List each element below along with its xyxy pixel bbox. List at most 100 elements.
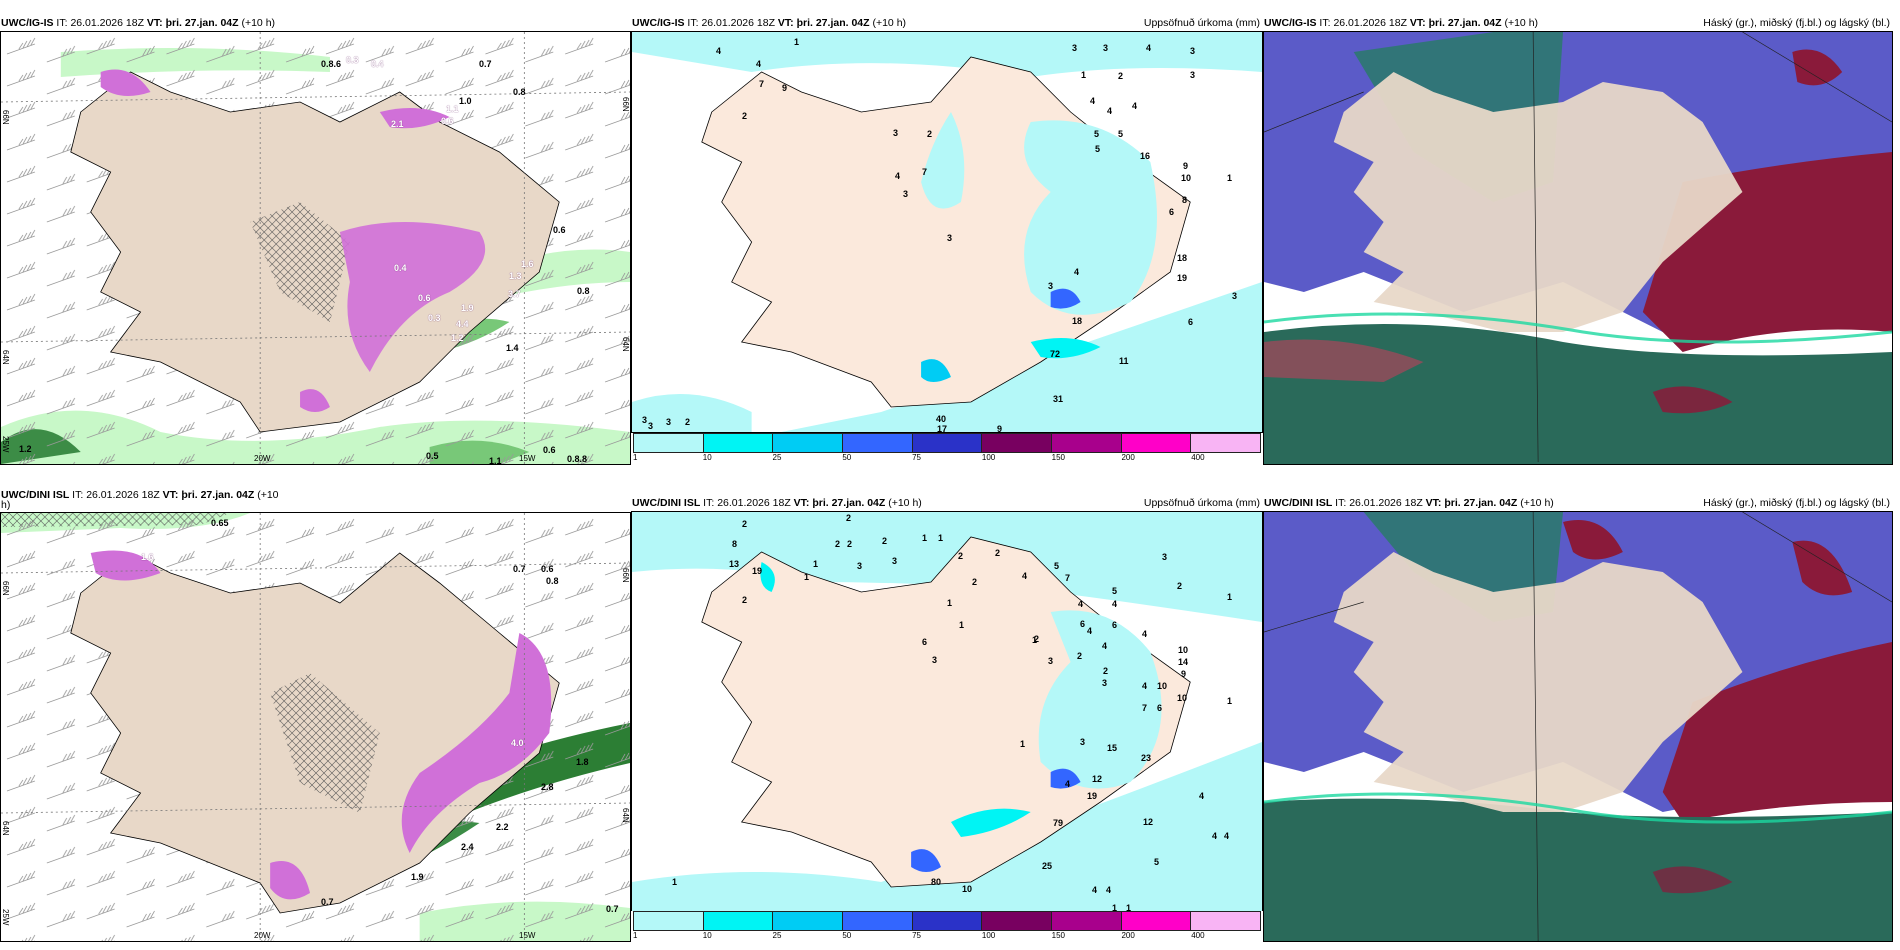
it-label: IT: bbox=[703, 497, 715, 509]
value-label: 0.8 bbox=[546, 576, 559, 586]
lat-label-64n-right: 64N bbox=[621, 808, 630, 823]
it-value: 26.01.2026 18Z bbox=[1333, 17, 1407, 29]
value-label: 5 bbox=[1112, 586, 1118, 596]
lat-label-64n-right: 64N bbox=[621, 337, 630, 352]
value-label: 2 bbox=[882, 536, 888, 546]
value-label: 3 bbox=[1190, 70, 1196, 80]
value-label: 10 bbox=[962, 884, 973, 894]
value-label: 1 bbox=[1112, 903, 1118, 913]
colorbar-bin bbox=[773, 434, 844, 452]
lon-label-15w: 15W bbox=[519, 931, 536, 940]
value-label: 4 bbox=[1087, 626, 1093, 636]
value-label: 2.4 bbox=[461, 842, 474, 852]
value-label: 4 bbox=[1106, 885, 1112, 895]
value-label: 2.2 bbox=[496, 822, 509, 832]
it-label: IT: bbox=[1335, 497, 1347, 509]
map-area[interactable] bbox=[1263, 511, 1893, 942]
colorbar-tick-label: 150 bbox=[1051, 931, 1066, 940]
value-label: 2 bbox=[685, 417, 691, 427]
value-label: 4 bbox=[1107, 106, 1113, 116]
value-label: 3 bbox=[1232, 291, 1238, 301]
value-label: 23 bbox=[1141, 753, 1152, 763]
value-label: 14 bbox=[1178, 657, 1189, 667]
iceland-land bbox=[1333, 72, 1743, 332]
lat-label-66n: 66N bbox=[1, 581, 10, 596]
value-label: 19 bbox=[1087, 791, 1098, 801]
vt-label: VT: bbox=[1425, 497, 1442, 509]
value-label: 80 bbox=[931, 877, 942, 887]
value-label: 3.7 bbox=[508, 289, 521, 299]
colorbar-tick-label: 25 bbox=[772, 931, 782, 940]
value-label: 19 bbox=[752, 566, 763, 576]
value-label: 40 bbox=[936, 414, 947, 424]
map-area[interactable]: 2 2 8 13 19 2 2 2 2 1 1 3 3 1 1 2 2 4 2 … bbox=[631, 511, 1263, 913]
value-label: 5 bbox=[1118, 129, 1124, 139]
value-label: 17 bbox=[937, 424, 948, 433]
value-label: 1 bbox=[959, 620, 965, 630]
value-label: 12 bbox=[1092, 774, 1103, 784]
value-label: 0.5 bbox=[426, 451, 439, 461]
value-label: 2.1 bbox=[391, 119, 404, 129]
value-label: 3 bbox=[892, 556, 898, 566]
value-label: 4 bbox=[1102, 641, 1108, 651]
map-area[interactable]: 0.8.6 0.3 0.4 0.7 1.0 0.6 1.1 0.8 0.6 2.… bbox=[0, 31, 631, 465]
value-label: 3 bbox=[1048, 281, 1054, 291]
panel-title-right: Háský (gr.), miðský (fj.bl.) og lágský (… bbox=[1703, 497, 1890, 509]
value-label: 2 bbox=[847, 539, 853, 549]
value-label: 0.3 bbox=[346, 55, 359, 65]
value-label: 3 bbox=[1080, 737, 1086, 747]
panel-header: UWC/DINI ISL IT: 26.01.2026 18Z VT: þri.… bbox=[0, 490, 301, 512]
panel-dini-wind-map: UWC/DINI ISL IT: 26.01.2026 18Z VT: þri.… bbox=[0, 490, 631, 942]
value-label: 12 bbox=[1143, 817, 1154, 827]
value-label: 4 bbox=[1078, 599, 1084, 609]
value-label: 4 bbox=[1212, 831, 1218, 841]
value-label: 1 bbox=[804, 572, 810, 582]
colorbar-bin bbox=[1052, 912, 1122, 930]
value-label: 2 bbox=[835, 539, 841, 549]
value-label: 0.8 bbox=[577, 286, 590, 296]
value-label: 0.3 bbox=[428, 313, 441, 323]
map-svg bbox=[1264, 32, 1892, 464]
panel-header: UWC/IG-IS IT: 26.01.2026 18Z VT: þri. 27… bbox=[1263, 15, 1893, 31]
value-label: 31 bbox=[1053, 394, 1064, 404]
it-label: IT: bbox=[687, 17, 699, 29]
colorbar-tick-label: 100 bbox=[981, 453, 996, 462]
value-label: 3 bbox=[857, 561, 863, 571]
colorbar-bin bbox=[1191, 912, 1261, 930]
panel-ig-precip-map: UWC/IG-IS IT: 26.01.2026 18Z VT: þri. 27… bbox=[631, 15, 1263, 465]
value-label: 13 bbox=[729, 559, 740, 569]
value-label: 2 bbox=[1118, 71, 1124, 81]
colorbar-bin bbox=[912, 434, 983, 452]
lead-time-wrap: h) bbox=[1, 499, 11, 511]
value-label: 1 bbox=[947, 598, 953, 608]
value-label: 2 bbox=[1103, 666, 1109, 676]
value-label: 1 bbox=[1126, 903, 1132, 913]
map-area[interactable]: 0.65 1.6 0.7 0.6 0.8 4.0 1.8 2.4 2.2 2.8… bbox=[0, 512, 631, 942]
vt-label: VT: bbox=[777, 17, 794, 29]
colorbar-bin bbox=[982, 434, 1053, 452]
value-label: 3 bbox=[932, 655, 938, 665]
colorbar-bin bbox=[1121, 912, 1192, 930]
lon-label-20w: 20W bbox=[254, 454, 271, 463]
value-label: 4 bbox=[1092, 885, 1098, 895]
value-label: 0.4 bbox=[371, 59, 384, 69]
value-label: 2 bbox=[958, 551, 964, 561]
value-label: 1.9 bbox=[461, 303, 474, 313]
colorbar-tick-label: 200 bbox=[1121, 931, 1135, 940]
value-label: 16 bbox=[1140, 151, 1151, 161]
value-label: 4 bbox=[1090, 96, 1096, 106]
map-area[interactable]: 1 4 4 7 9 2 3 3 4 3 3 1 2 4 4 4 5 5 5 16… bbox=[631, 31, 1263, 433]
map-area[interactable] bbox=[1263, 31, 1893, 465]
value-label: 4 bbox=[1142, 681, 1148, 691]
precip-colorbar: 1 10 25 50 75 100 150 200 400 bbox=[631, 911, 1263, 942]
value-label: 4.4 bbox=[456, 319, 469, 329]
panel-header: UWC/DINI ISL IT: 26.01.2026 18Z VT: þri.… bbox=[631, 495, 1263, 511]
it-value: 26.01.2026 18Z bbox=[717, 497, 791, 509]
value-label: 2 bbox=[742, 519, 748, 529]
lead-time: (+10 bbox=[257, 490, 279, 501]
value-label: 7 bbox=[1142, 703, 1148, 713]
it-value: 26.01.2026 18Z bbox=[1349, 497, 1423, 509]
value-label: 2 bbox=[742, 111, 748, 121]
value-label: 1.6 bbox=[521, 259, 534, 269]
colorbar-bin bbox=[773, 912, 844, 930]
